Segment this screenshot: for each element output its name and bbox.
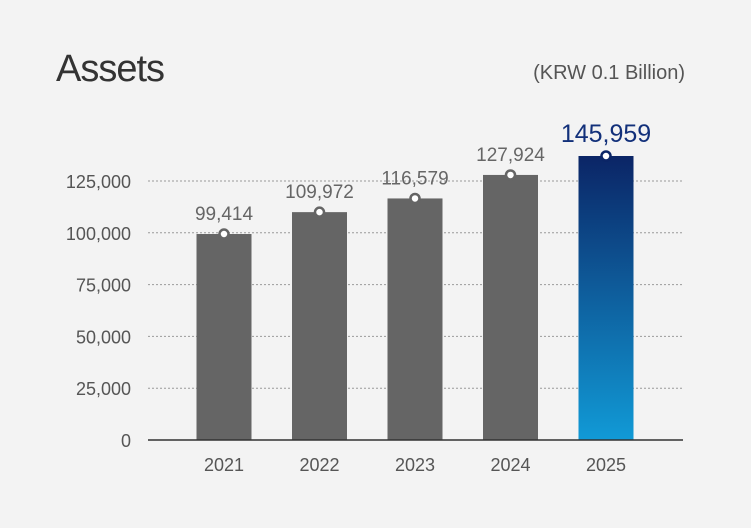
data-label: 145,959 <box>561 120 651 148</box>
data-point-marker <box>600 150 612 162</box>
data-labels: 99,414 109,972 116,579 127,924 145,959 <box>195 120 651 240</box>
y-tick-label: 25,000 <box>76 379 131 399</box>
y-tick-label: 50,000 <box>76 327 131 347</box>
bars <box>196 156 634 440</box>
y-tick-label: 0 <box>121 431 131 451</box>
data-point-marker <box>409 192 421 205</box>
y-tick-label: 125,000 <box>66 172 131 192</box>
bar <box>483 174 538 440</box>
bar <box>292 212 347 440</box>
data-point-marker <box>504 169 517 181</box>
x-tick-label: 2024 <box>490 455 530 475</box>
y-axis-ticks: 0 25,000 50,000 75,000 100,000 125,000 <box>66 172 131 451</box>
data-label: 99,414 <box>195 204 254 225</box>
x-tick-label: 2023 <box>395 455 435 475</box>
y-tick-label: 100,000 <box>66 224 131 244</box>
unit-label: (KRW 0.1 Billion) <box>533 62 685 84</box>
data-point-marker <box>218 228 230 240</box>
bar <box>387 198 443 440</box>
x-tick-label: 2021 <box>204 455 244 475</box>
x-tick-label: 2022 <box>299 455 339 475</box>
chart-title: Assets <box>56 48 165 90</box>
bar <box>196 234 252 440</box>
bar <box>578 156 634 440</box>
y-tick-label: 75,000 <box>76 276 131 296</box>
data-label: 116,579 <box>381 168 448 189</box>
x-tick-label: 2025 <box>586 455 626 475</box>
data-label: 109,972 <box>285 182 354 203</box>
x-axis-ticks: 2021 2022 2023 2024 2025 <box>204 455 626 475</box>
data-point-marker <box>313 206 326 218</box>
data-label: 127,924 <box>476 145 545 166</box>
